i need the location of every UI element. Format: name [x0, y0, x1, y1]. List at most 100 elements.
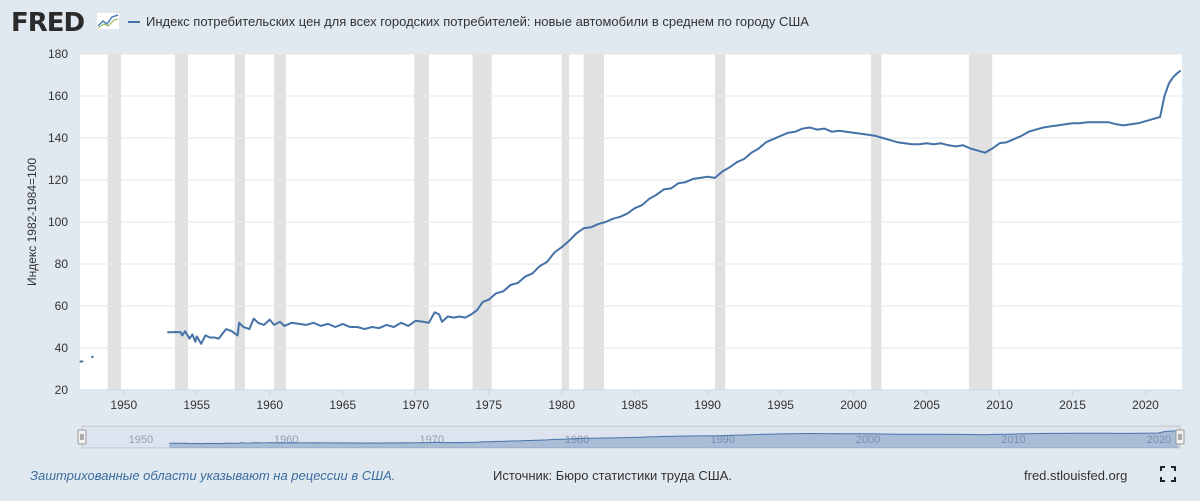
data-point: [867, 134, 869, 136]
y-tick-label: 140: [48, 131, 68, 145]
data-point: [765, 141, 767, 143]
data-point: [1101, 121, 1103, 123]
data-point: [641, 204, 643, 206]
data-point: [237, 334, 239, 336]
data-point: [831, 131, 833, 133]
x-tick-label: 1955: [183, 398, 210, 412]
chart-legend[interactable]: Индекс потребительских цен для всех горо…: [128, 14, 809, 29]
data-point: [692, 178, 694, 180]
data-point: [1163, 95, 1166, 97]
data-point: [655, 194, 658, 196]
data-point: [349, 326, 351, 328]
data-point: [852, 132, 855, 134]
data-point: [925, 142, 928, 144]
data-point: [604, 221, 607, 223]
navigator-area: [169, 430, 1179, 448]
data-point: [166, 331, 169, 333]
data-point: [801, 127, 804, 130]
data-point: [685, 181, 687, 183]
data-point: [1057, 124, 1059, 126]
data-point: [962, 144, 964, 146]
data-point: [896, 141, 898, 143]
x-tick-label: 2015: [1059, 398, 1086, 412]
data-point: [188, 337, 191, 340]
data-point: [1071, 122, 1074, 124]
data-point: [597, 223, 599, 225]
data-point: [1137, 122, 1139, 124]
data-point: [181, 334, 183, 336]
data-point: [269, 319, 271, 321]
x-tick-label: 1950: [110, 398, 137, 412]
data-point: [364, 328, 366, 330]
data-point: [458, 315, 461, 318]
data-point: [998, 142, 1001, 144]
data-point: [546, 261, 548, 263]
x-tick-label: 2000: [840, 398, 867, 412]
x-tick-label: 1965: [329, 398, 356, 412]
data-point: [225, 328, 227, 330]
data-point: [400, 322, 402, 324]
recession-note: Заштрихованные области указывают на реце…: [30, 468, 396, 483]
data-point: [378, 327, 380, 329]
data-point: [634, 207, 636, 209]
data-point: [736, 161, 738, 163]
legend-label: Индекс потребительских цен для всех горо…: [146, 14, 809, 29]
x-tick-label: 1975: [475, 398, 502, 412]
fred-url-link[interactable]: fred.stlouisfed.org: [1024, 468, 1128, 483]
data-point: [447, 315, 449, 318]
data-point: [184, 330, 186, 332]
navigator-line: [169, 430, 1179, 445]
data-point: [1086, 121, 1088, 123]
navigator-left-handle[interactable]: [77, 429, 87, 445]
navigator-right-handle[interactable]: [1175, 429, 1185, 445]
data-point: [539, 265, 541, 267]
x-tick-label: 2010: [986, 398, 1013, 412]
data-point: [342, 323, 344, 325]
data-point: [470, 313, 472, 315]
data-point: [476, 309, 478, 311]
data-point: [517, 282, 519, 284]
data-point: [356, 326, 358, 328]
data-point: [312, 322, 315, 324]
data-point: [561, 246, 563, 248]
data-point: [1172, 76, 1174, 78]
data-point: [434, 311, 436, 313]
data-point: [242, 326, 245, 328]
data-point: [838, 130, 840, 132]
navigator-selection[interactable]: [82, 426, 1180, 448]
data-point: [823, 127, 825, 130]
data-point: [291, 322, 293, 324]
data-point: [441, 321, 443, 323]
data-point: [1144, 120, 1147, 122]
data-point: [1079, 122, 1081, 124]
data-point: [845, 131, 847, 133]
data-point: [238, 322, 240, 324]
fred-logo[interactable]: FRED: [11, 8, 85, 38]
data-point: [874, 135, 877, 137]
data-point: [231, 330, 233, 332]
data-point: [728, 166, 731, 168]
data-point: [940, 142, 942, 144]
data-point: [1028, 131, 1030, 133]
data-point: [422, 321, 424, 323]
x-tick-label: 2005: [913, 398, 940, 412]
data-point: [977, 150, 979, 152]
data-point: [1152, 118, 1154, 120]
data-point: [677, 182, 680, 184]
data-point: [248, 328, 250, 330]
data-point: [714, 177, 716, 179]
data-point: [298, 323, 300, 325]
data-point: [575, 232, 577, 235]
data-point: [213, 336, 215, 339]
data-point: [663, 188, 665, 191]
series-line[interactable]: [167, 69, 1182, 345]
data-point: [415, 320, 417, 322]
data-point: [626, 213, 628, 215]
data-point: [464, 316, 466, 319]
data-point: [1064, 123, 1066, 125]
data-point: [320, 325, 322, 327]
data-point: [933, 143, 935, 145]
data-point: [305, 324, 307, 326]
fullscreen-icon[interactable]: [1160, 466, 1176, 482]
data-point: [482, 301, 484, 303]
